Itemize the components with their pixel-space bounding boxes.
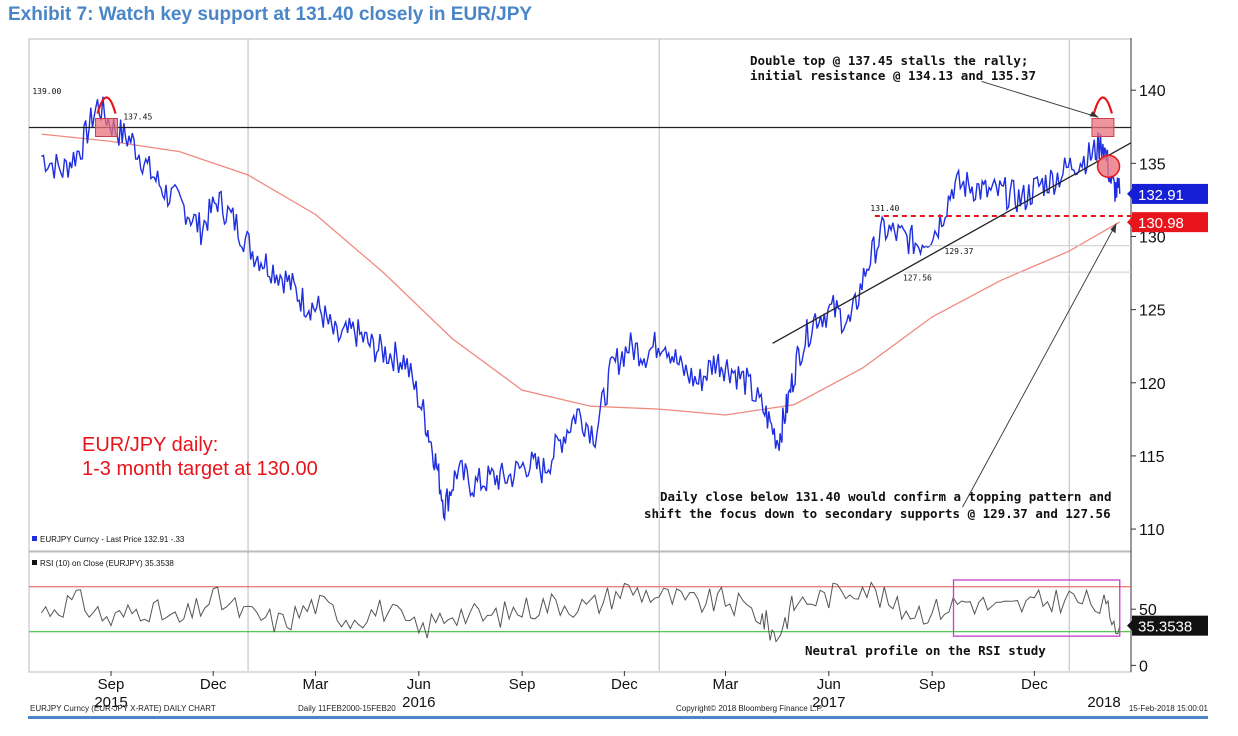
annotation-top-line-2: initial resistance @ 134.13 and 135.37 (750, 68, 1036, 83)
moving-average-line (41, 133, 1121, 416)
breakdown-circle (1096, 154, 1121, 179)
bottom-arrow-line (962, 223, 1117, 508)
footer-right: 15-Feb-2018 15:00:01 (1129, 704, 1208, 713)
year-label-1: 2016 (402, 694, 435, 711)
rsi-annotation: Neutral profile on the RSI study (805, 643, 1046, 658)
level-label-12756: 127.56 (903, 273, 932, 282)
price-ytick-label-125: 125 (1139, 303, 1166, 320)
rsi-panel-frame (28, 551, 1132, 673)
month-label-9: Dec (1021, 676, 1048, 693)
price-ytick-label-110: 110 (1139, 522, 1165, 539)
level-label-12937: 129.37 (945, 247, 974, 256)
annotation-bottom-line-1: Daily close below 131.40 would confirm a… (660, 489, 1112, 504)
support-tag: 130.98 (1138, 215, 1184, 232)
price-ytick-label-130: 130 (1139, 229, 1166, 246)
price-ytick-label-115: 115 (1139, 449, 1165, 466)
exhibit-title: Exhibit 7: Watch key support at 131.40 c… (8, 4, 533, 25)
year-label-0: 2015 (94, 694, 127, 711)
rsi-legend: RSI (10) on Close (EURJPY) 35.3538 (40, 559, 174, 568)
target-title-line-1: EUR/JPY daily: (82, 434, 218, 456)
level-label-139: 139.00 (32, 87, 61, 96)
uptrend-line (772, 142, 1132, 344)
rsi-value-tag-bg (1132, 615, 1208, 636)
rsi-value-tag-pointer (1127, 620, 1132, 631)
month-label-5: Dec (611, 676, 638, 693)
footer-middle: Daily 11FEB2000-15FEB20 (298, 704, 396, 713)
price-ytick-label-135: 135 (1139, 156, 1166, 173)
footer-copyright: Copyright© 2018 Bloomberg Finance L.P. (676, 704, 823, 713)
month-label-7: Jun (817, 676, 841, 693)
chart-frame: 139.00 137.45 131.40 129.37 127.56 110 115 120… (28, 38, 1208, 714)
price-ytick-label-120: 120 (1139, 376, 1166, 393)
support-tag-bg (1132, 212, 1208, 233)
month-label-8: Sep (919, 676, 946, 693)
annotation-top-line-1: Double top @ 137.45 stalls the rally; (750, 53, 1028, 68)
month-label-6: Mar (713, 676, 739, 693)
year-label-2: 2017 (812, 694, 845, 711)
month-label-1: Dec (200, 676, 227, 693)
price-chart: 139.00 137.45 131.40 129.37 127.56 110 115 120… (28, 38, 1208, 713)
month-label-2: Mar (303, 676, 329, 693)
bottom-rule (28, 716, 1208, 719)
annotation-bottom-line-2: shift the focus down to secondary suppor… (644, 506, 1111, 521)
month-label-0: Sep (98, 676, 125, 693)
top-arrow-line (981, 80, 1099, 118)
price-legend: EURJPY Curncy - Last Price 132.91 -.33 (40, 535, 185, 544)
double-top-arc-1 (96, 96, 117, 114)
last-price-tag-bg (1132, 183, 1208, 204)
footer-left: EURJPY Curncy (EUR-JPY X-RATE) DAILY CHA… (30, 704, 216, 713)
double-top-box-1 (95, 118, 119, 138)
last-price-tag: 132.91 (1138, 187, 1184, 204)
top-arrow-head (1089, 111, 1099, 118)
rsi-value-tag: 35.3538 (1138, 619, 1192, 636)
level-label-13745: 137.45 (123, 112, 152, 121)
rsi-line (40, 581, 1121, 643)
price-legend-swatch (32, 536, 37, 541)
support-tag-pointer (1127, 217, 1132, 228)
double-top-arc-2 (1092, 96, 1113, 114)
year-label-3: 2018 (1087, 694, 1120, 711)
target-title-line-2: 1-3 month target at 130.00 (82, 458, 318, 480)
price-ytick-label-140: 140 (1139, 83, 1166, 100)
month-label-3: Jun (407, 676, 431, 693)
price-line (41, 96, 1121, 522)
rsi-legend-swatch (32, 560, 37, 565)
rsi-ytick-label-50: 50 (1139, 602, 1157, 619)
level-label-13140: 131.40 (870, 204, 899, 213)
rsi-ytick-label-0: 0 (1139, 658, 1148, 675)
price-panel-frame (28, 38, 1132, 552)
double-top-box-2 (1091, 118, 1115, 138)
bottom-arrow-head (1110, 223, 1117, 234)
last-price-tag-pointer (1127, 188, 1132, 199)
rsi-highlight-box (952, 579, 1121, 637)
month-label-4: Sep (509, 676, 536, 693)
